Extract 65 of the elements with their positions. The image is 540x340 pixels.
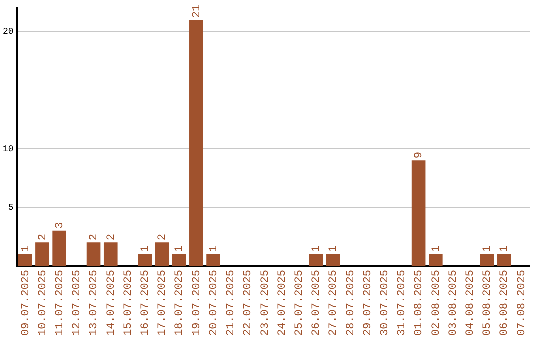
data-label: 1 [499,245,512,252]
x-tick-label: 11.07.2025 [54,270,66,336]
data-label: 2 [37,234,50,241]
x-tick-label: 20.07.2025 [208,270,220,336]
bar [429,254,443,266]
x-tick-label: 17.07.2025 [157,270,170,336]
bar [190,20,204,266]
x-tick-label: 27.07.2025 [328,270,340,336]
bar [86,242,101,266]
bar [18,254,32,266]
x-tick-label: 04.08.2025 [465,270,478,336]
x-tick-label: 28.07.2025 [345,270,358,336]
bar [155,242,170,266]
x-tick-label: 14.07.2025 [106,270,118,336]
x-tick-label: 24.07.2025 [276,270,289,336]
x-tick-label: 23.07.2025 [260,270,272,336]
x-tick-label: 29.07.2025 [362,270,374,336]
data-label: 21 [191,4,204,18]
bar [52,230,66,266]
bar [497,254,512,266]
data-label: 2 [106,234,118,241]
bar [206,254,220,266]
bar [326,254,340,266]
data-label: 2 [157,234,170,241]
x-tick-label: 31.07.2025 [396,270,409,336]
data-label: 1 [208,245,220,252]
data-label: 2 [88,234,101,241]
bar [138,254,152,266]
x-tick-label: 06.08.2025 [499,270,512,336]
x-tick-label: 09.07.2025 [20,270,32,336]
y-tick-label: 20 [2,27,14,38]
x-tick-label: 01.08.2025 [414,270,426,336]
data-label: 1 [140,245,152,252]
x-tick-label: 25.07.2025 [294,270,306,336]
data-label: 1 [174,245,186,252]
data-label: 1 [20,245,32,252]
bar [36,242,50,266]
data-label: 1 [482,245,494,252]
data-label: 3 [54,222,66,229]
x-tick-label: 19.07.2025 [191,270,204,336]
data-label: 1 [430,245,443,252]
x-tick-label: 10.07.2025 [37,270,50,336]
x-tick-label: 05.08.2025 [482,270,494,336]
x-tick-label: 18.07.2025 [174,270,186,336]
data-label: 1 [328,245,340,252]
y-tick-label: 10 [2,144,14,154]
bar [172,254,186,266]
x-tick-label: 02.08.2025 [430,270,443,336]
x-tick-label: 16.07.2025 [140,270,152,336]
x-tick-label: 21.07.2025 [226,270,238,336]
y-tick-label: 5 [8,202,14,213]
bar [104,242,118,266]
data-label: 1 [311,245,324,252]
x-tick-label: 07.08.2025 [516,270,528,336]
x-tick-label: 26.07.2025 [311,270,324,336]
x-tick-label: 22.07.2025 [242,270,255,336]
x-tick-label: 15.07.2025 [122,270,135,336]
bar [480,254,494,266]
bar [412,160,426,266]
data-label: 9 [414,152,426,159]
x-tick-label: 12.07.2025 [72,270,84,336]
x-tick-label: 13.07.2025 [88,270,101,336]
bar [309,254,324,266]
x-tick-label: 03.08.2025 [448,270,460,336]
x-tick-label: 30.07.2025 [380,270,392,336]
